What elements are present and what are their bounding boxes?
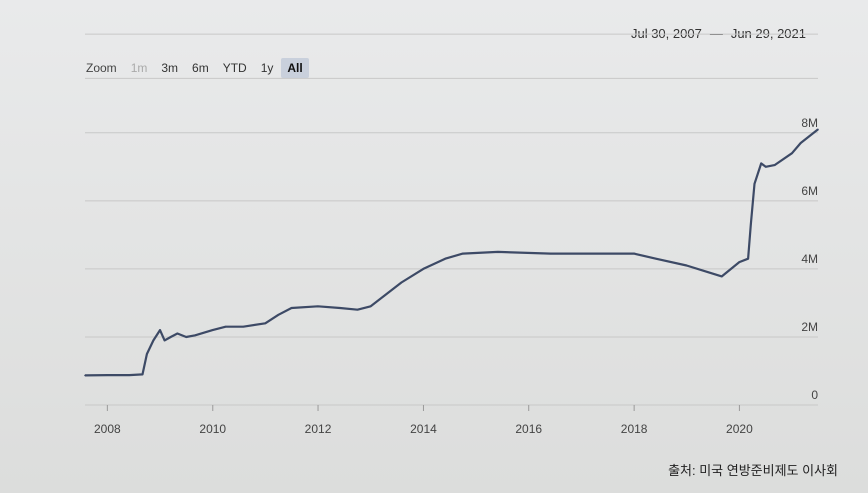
data-point	[549, 252, 552, 255]
date-range-to[interactable]: Jun 29, 2021	[730, 26, 806, 41]
data-point	[707, 271, 710, 274]
x-tick-label: 2020	[726, 422, 753, 436]
data-point	[685, 264, 688, 267]
data-point	[356, 308, 359, 311]
data-point	[224, 325, 227, 328]
data-point	[84, 374, 86, 377]
x-tick-label: 2014	[410, 422, 437, 436]
data-point	[764, 166, 767, 168]
zoom-1m-button[interactable]: 1m	[130, 61, 148, 75]
data-point	[760, 162, 762, 165]
data-point	[106, 374, 109, 376]
zoom-label: Zoom	[86, 61, 117, 75]
data-point	[176, 332, 179, 335]
y-tick-label: 2M	[801, 320, 818, 334]
y-tick-label: 4M	[801, 252, 818, 266]
data-point	[791, 152, 793, 154]
zoom-3m-button[interactable]: 3m	[161, 61, 179, 75]
data-point	[633, 252, 635, 255]
data-point	[383, 295, 385, 297]
data-point	[753, 183, 756, 185]
range-selector: Zoom 1m 3m 6m YTD 1y All	[86, 58, 309, 78]
data-point	[339, 307, 341, 309]
source-note: 출처: 미국 연방준비제도 이사회	[668, 463, 838, 478]
data-point	[290, 307, 293, 309]
series-line	[84, 128, 819, 377]
x-tick-label: 2018	[621, 422, 648, 436]
x-tick-label: 2012	[305, 422, 332, 436]
data-point	[422, 268, 425, 270]
data-point	[163, 339, 166, 342]
data-point	[750, 223, 752, 226]
data-point	[747, 257, 749, 260]
data-point	[602, 252, 605, 255]
data-point	[462, 252, 464, 255]
data-point	[497, 251, 499, 253]
data-point	[317, 305, 319, 308]
data-point	[185, 336, 187, 338]
data-point	[738, 261, 741, 263]
x-tick-label: 2010	[199, 422, 226, 436]
x-tick-label: 2016	[515, 422, 542, 436]
data-point	[400, 281, 403, 284]
zoom-ytd-button[interactable]: YTD	[222, 61, 247, 75]
data-point	[277, 314, 280, 316]
data-point	[721, 275, 723, 278]
data-point	[799, 142, 802, 144]
zoom-1y-button[interactable]: 1y	[260, 61, 274, 75]
data-point	[141, 373, 144, 376]
y-tick-label: 0	[811, 388, 818, 402]
date-range-separator: —	[709, 26, 723, 41]
data-point	[655, 257, 657, 260]
data-point	[817, 128, 819, 131]
data-point	[444, 257, 447, 260]
data-point	[159, 329, 161, 331]
data-point	[169, 336, 172, 338]
y-tick-label: 8M	[801, 116, 818, 130]
zoom-6m-button[interactable]: 6m	[192, 61, 209, 75]
data-point	[211, 329, 214, 331]
data-point	[194, 334, 196, 337]
data-point	[242, 325, 245, 328]
date-range-from[interactable]: Jul 30, 2007	[630, 26, 702, 41]
zoom-all-button[interactable]: All	[281, 58, 309, 78]
x-tick-label: 2008	[94, 422, 121, 436]
date-range-display: Jul 30, 2007 — Jun 29, 2021	[631, 26, 806, 41]
data-point	[369, 305, 372, 308]
data-point	[146, 353, 148, 355]
data-point	[773, 164, 776, 166]
data-point	[152, 339, 155, 342]
data-point	[128, 374, 131, 376]
y-tick-label: 6M	[801, 184, 818, 198]
data-point	[264, 322, 267, 325]
